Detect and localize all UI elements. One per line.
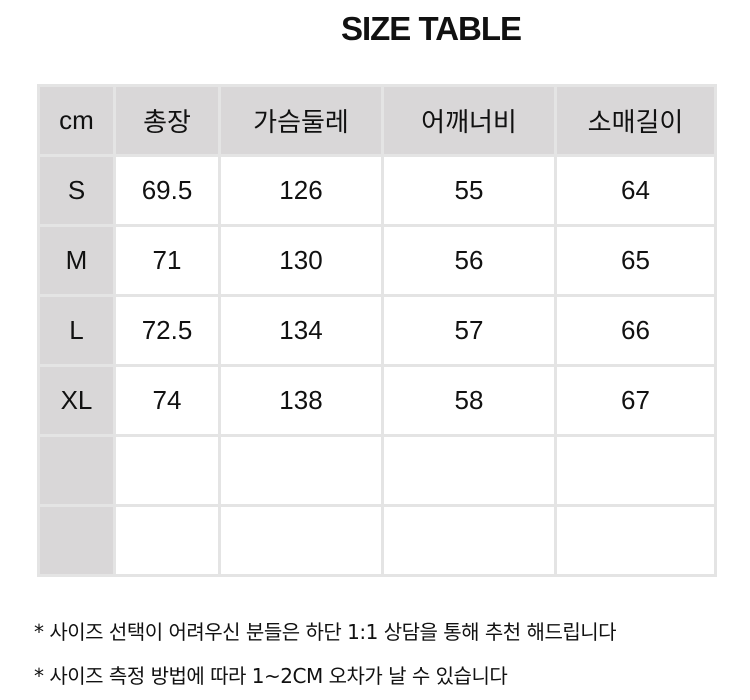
table-row: XL 74 138 58 67 bbox=[37, 364, 717, 437]
table-cell: 55 bbox=[381, 154, 557, 227]
header-row: cm 총장 가슴둘레 어깨너비 소매길이 bbox=[37, 84, 717, 157]
table-row: S 69.5 126 55 64 bbox=[37, 154, 717, 227]
table-cell: 66 bbox=[554, 294, 717, 367]
column-header: 가슴둘레 bbox=[218, 84, 384, 157]
size-label-cell: S bbox=[37, 154, 116, 227]
size-table: cm 총장 가슴둘레 어깨너비 소매길이 S 69.5 126 55 64 M 71 130 56 65 L 7… bbox=[37, 84, 717, 577]
size-label-cell bbox=[37, 504, 116, 577]
table-cell bbox=[554, 504, 717, 577]
table-cell bbox=[554, 434, 717, 507]
size-label-cell bbox=[37, 434, 116, 507]
table-cell: 138 bbox=[218, 364, 384, 437]
table-cell: 69.5 bbox=[113, 154, 221, 227]
note-measurement: * 사이즈 측정 방법에 따라 1~2CM 오차가 날 수 있습니다 bbox=[34, 664, 508, 688]
table-cell: 134 bbox=[218, 294, 384, 367]
table-cell bbox=[381, 434, 557, 507]
table-cell: 67 bbox=[554, 364, 717, 437]
table-row bbox=[37, 434, 717, 507]
table-cell: 71 bbox=[113, 224, 221, 297]
table-cell: 58 bbox=[381, 364, 557, 437]
page-title: SIZE TABLE bbox=[340, 10, 522, 47]
note-consultation: * 사이즈 선택이 어려우신 분들은 하단 1:1 상담을 통해 추천 해드립니… bbox=[34, 620, 617, 644]
column-header: 소매길이 bbox=[554, 84, 717, 157]
table-cell: 74 bbox=[113, 364, 221, 437]
table-cell bbox=[113, 504, 221, 577]
table-row: M 71 130 56 65 bbox=[37, 224, 717, 297]
size-label-cell: M bbox=[37, 224, 116, 297]
size-label-cell: XL bbox=[37, 364, 116, 437]
column-header: cm bbox=[37, 84, 116, 157]
table-cell bbox=[218, 434, 384, 507]
size-label-cell: L bbox=[37, 294, 116, 367]
table-cell: 126 bbox=[218, 154, 384, 227]
table-row bbox=[37, 504, 717, 577]
table-row: L 72.5 134 57 66 bbox=[37, 294, 717, 367]
table-cell: 56 bbox=[381, 224, 557, 297]
table-cell: 57 bbox=[381, 294, 557, 367]
table-cell: 65 bbox=[554, 224, 717, 297]
column-header: 총장 bbox=[113, 84, 221, 157]
table-cell: 64 bbox=[554, 154, 717, 227]
table-cell bbox=[218, 504, 384, 577]
column-header: 어깨너비 bbox=[381, 84, 557, 157]
table-cell: 130 bbox=[218, 224, 384, 297]
table-cell bbox=[381, 504, 557, 577]
table-cell: 72.5 bbox=[113, 294, 221, 367]
table-cell bbox=[113, 434, 221, 507]
